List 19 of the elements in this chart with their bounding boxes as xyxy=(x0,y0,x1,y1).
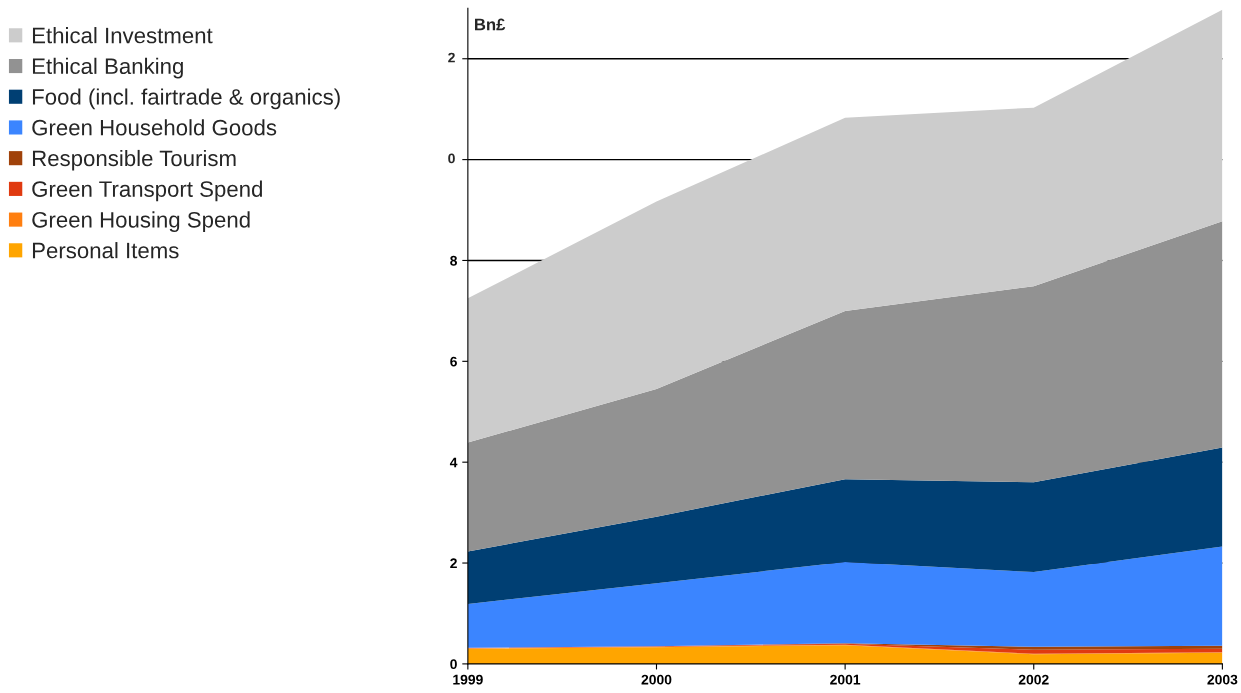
legend-label: Ethical Investment xyxy=(32,27,213,44)
y-tick-label: 8 xyxy=(450,255,458,266)
y-tick-label: 0 xyxy=(450,659,457,670)
x-tick-label: 2003 xyxy=(1207,674,1238,685)
legend-label: Green Household Goods xyxy=(32,119,277,136)
legend-label: Green Transport Spend xyxy=(32,180,262,202)
y-tick-label: 6 xyxy=(450,356,457,367)
y-tick-label: 4 xyxy=(449,457,458,468)
legend-label: Personal Items xyxy=(32,242,179,259)
legend-label: Ethical Banking xyxy=(32,57,183,79)
y-axis-title: Bn£ xyxy=(475,18,506,31)
legend-label: Responsible Tourism xyxy=(32,149,236,171)
legend-label: Food (incl. fairtrade & organics) xyxy=(32,88,340,110)
x-tick-label: 1999 xyxy=(453,674,483,685)
legend-label: Green Housing Spend xyxy=(32,211,250,233)
x-tick-label: 2001 xyxy=(830,674,861,685)
x-tick-label: 2002 xyxy=(1018,674,1049,685)
y-tick-label: 2 xyxy=(450,558,457,569)
x-tick-label: 2000 xyxy=(641,674,672,685)
